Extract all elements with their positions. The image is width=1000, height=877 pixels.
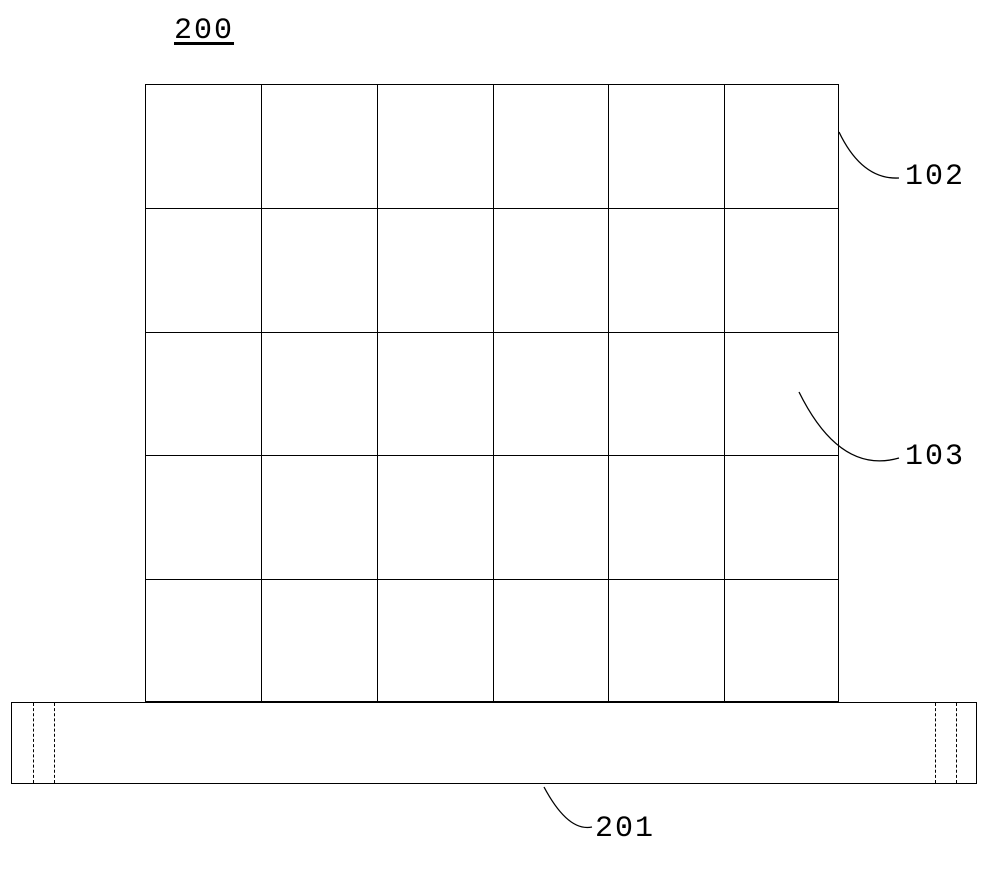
base-dashed-line — [956, 703, 957, 783]
diagram-canvas: 200 102 103 201 — [0, 0, 1000, 877]
leader-201 — [540, 783, 596, 836]
grid-hline — [146, 332, 838, 333]
callout-label-102: 102 — [905, 160, 965, 194]
leader-102 — [835, 128, 903, 184]
grid-vline — [493, 85, 494, 701]
grid-hline — [146, 208, 838, 209]
grid-vline — [377, 85, 378, 701]
grid-vline — [261, 85, 262, 701]
base-dashed-line — [54, 703, 55, 783]
base-bar — [11, 702, 977, 784]
base-dashed-line — [33, 703, 34, 783]
grid-panel — [145, 84, 839, 702]
grid-hline — [146, 579, 838, 580]
figure-number-title: 200 — [174, 14, 234, 48]
grid-vline — [724, 85, 725, 701]
grid-vline — [608, 85, 609, 701]
callout-label-103: 103 — [905, 440, 965, 474]
grid-hline — [146, 455, 838, 456]
callout-label-201: 201 — [595, 812, 655, 846]
base-dashed-line — [935, 703, 936, 783]
